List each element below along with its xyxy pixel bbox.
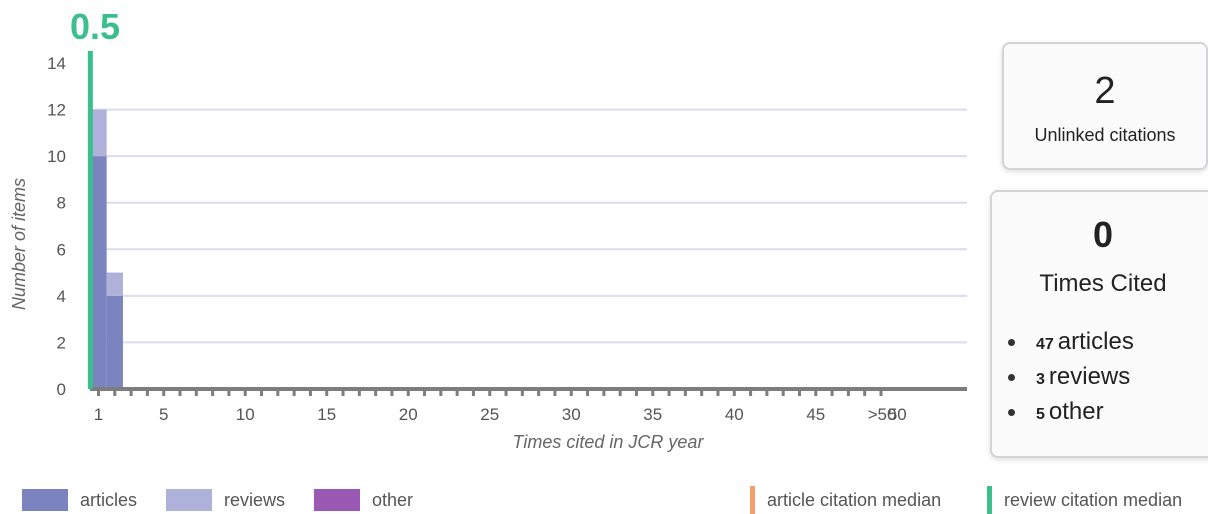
unlinked-citations-count: 2	[1094, 70, 1116, 112]
legend-swatch-review-median	[987, 486, 992, 514]
breakdown-count: 5	[1036, 406, 1045, 423]
x-tick-label: 40	[725, 405, 744, 424]
legend-label: other	[372, 489, 414, 510]
unlinked-citations-card[interactable]: 2 Unlinked citations	[1002, 42, 1208, 170]
y-tick-label: 10	[47, 147, 66, 166]
y-tick-label: 8	[57, 194, 66, 213]
legend-swatch-article-median	[750, 486, 755, 514]
bar-reviews	[106, 272, 123, 296]
y-tick-label: 4	[57, 287, 66, 306]
breakdown-other: 5 other	[1004, 394, 1208, 429]
y-tick-label: 14	[47, 54, 66, 73]
x-tick-label: 30	[562, 405, 581, 424]
breakdown-count: 47	[1036, 336, 1054, 353]
x-tick-label: 35	[643, 405, 662, 424]
times-cited-count: 0	[1092, 214, 1114, 255]
legend-reviews[interactable]: reviews	[166, 489, 285, 511]
x-axis	[90, 387, 967, 396]
x-tick-label: 50	[888, 405, 907, 424]
breakdown-reviews: 3 reviews	[1004, 359, 1208, 394]
x-ticks: 1 5 10 15 20 25 30 35 40 45 50>50	[94, 405, 907, 424]
y-tick-label: 12	[47, 101, 66, 120]
legend-label: review citation median	[1004, 489, 1183, 510]
y-tick-label: 0	[57, 380, 66, 399]
x-axis-title: Times cited in JCR year	[513, 432, 705, 452]
y-tick-label: 6	[57, 240, 66, 259]
legend-label: reviews	[224, 489, 286, 510]
breakdown-count: 3	[1036, 371, 1045, 388]
breakdown-label: other	[1048, 398, 1104, 425]
x-tick-label: 25	[480, 405, 499, 424]
review-median-value: 0.5	[70, 6, 121, 47]
item-breakdown-list: 47 articles 3 reviews 5 other	[992, 324, 1208, 429]
x-tick-label: 10	[236, 405, 255, 424]
y-ticks: 0 2 4 6 8 10 12 14	[47, 54, 66, 399]
breakdown-label: reviews	[1048, 363, 1131, 390]
legend-swatch-articles	[22, 489, 68, 511]
times-cited-label: Times Cited	[1039, 270, 1167, 297]
bar-articles	[90, 156, 107, 389]
times-cited-card: 0 Times Cited 47 articles 3 reviews 5 other	[990, 190, 1208, 458]
x-tick-label: 5	[159, 405, 168, 424]
bars	[90, 109, 123, 389]
breakdown-articles: 47 articles	[1004, 324, 1208, 359]
x-tick-label: >50	[868, 405, 897, 424]
gridlines	[90, 108, 967, 344]
legend-article-median[interactable]: article citation median	[750, 486, 942, 514]
x-tick-label: 15	[317, 405, 336, 424]
unlinked-citations-label: Unlinked citations	[1034, 125, 1176, 145]
legend-articles[interactable]: articles	[22, 489, 137, 511]
x-tick-label: 1	[94, 405, 103, 424]
y-tick-label: 2	[57, 333, 66, 352]
legend-label: article citation median	[767, 489, 942, 510]
breakdown-label: articles	[1057, 328, 1134, 355]
legend-swatch-reviews	[166, 489, 212, 511]
legend-label: articles	[80, 489, 138, 510]
bar-articles	[106, 295, 123, 389]
legend-swatch-other	[314, 489, 360, 511]
x-tick-label: 45	[806, 405, 825, 424]
legend-other[interactable]: other	[314, 489, 413, 511]
x-tick-label: 20	[399, 405, 418, 424]
legend-review-median[interactable]: review citation median	[987, 486, 1183, 514]
y-axis-title: Number of items	[9, 178, 29, 310]
bar-reviews	[90, 109, 107, 157]
